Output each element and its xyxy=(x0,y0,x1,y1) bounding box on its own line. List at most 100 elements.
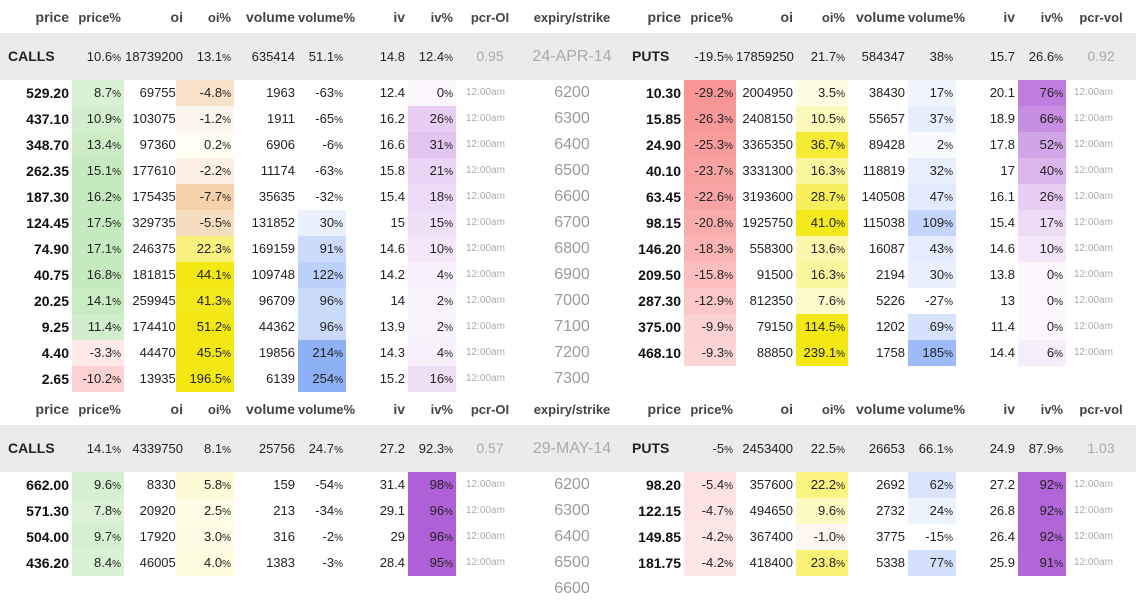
strike-row[interactable]: 9.25 11.4% 1744100 51.2% 44362 96% 13.9 2% 12:00… xyxy=(0,314,1136,340)
call-time: 12:00am xyxy=(466,557,505,568)
percent-sign: % xyxy=(836,53,845,64)
strike-row[interactable]: 348.70 13.4% 973600 0.2% 6906 -6% 16.6 31% 12:00… xyxy=(0,132,1136,158)
put-price: 10.30 xyxy=(645,85,681,101)
put-volume xyxy=(848,576,908,602)
percent-sign: % xyxy=(112,323,121,334)
percent-sign: % xyxy=(222,375,231,386)
call-header-iv-pct: iv% xyxy=(430,10,453,25)
call-oi-pct: 0.2% xyxy=(176,132,234,158)
call-oi-pct xyxy=(176,576,234,602)
call-iv-pct: 10% xyxy=(408,236,456,262)
put-oi-pct: 114.5% xyxy=(796,314,848,340)
calls-summary-oi-pct: 13.1% xyxy=(196,49,231,64)
percent-sign: % xyxy=(724,271,733,282)
strike-row[interactable]: 437.10 10.9% 1030750 -1.2% 1911 -65% 16.2 26% 12… xyxy=(0,106,1136,132)
strike-row[interactable]: 187.30 16.2% 1754350 -7.7% 35635 -32% 15.4 18% 1… xyxy=(0,184,1136,210)
call-time: 12:00am xyxy=(466,139,505,150)
percent-sign: % xyxy=(724,141,733,152)
strike-row[interactable]: 4.40 -3.3% 444700 45.5% 19856 214% 14.3 4% 12:00… xyxy=(0,340,1136,366)
call-header-oi-pct: oi% xyxy=(207,402,231,417)
put-iv: 26.4 xyxy=(989,529,1015,544)
percent-sign: % xyxy=(836,559,845,570)
call-iv: 16.2 xyxy=(379,111,405,126)
percent-sign: % xyxy=(944,53,953,64)
call-oi: 179200 xyxy=(139,529,183,544)
put-iv: 14.4 xyxy=(989,345,1015,360)
strike-row[interactable]: 20.25 14.1% 2599450 41.3% 96709 96% 14 2% 12:00a… xyxy=(0,288,1136,314)
call-volume: 131852 xyxy=(251,215,295,230)
percent-sign: % xyxy=(112,115,121,126)
put-price-pct: -23.7% xyxy=(684,158,736,184)
call-iv: 14.6 xyxy=(379,241,405,256)
percent-sign: % xyxy=(724,349,733,360)
call-price: 262.35 xyxy=(26,163,69,179)
puts-summary-volume-pct: 38% xyxy=(929,49,953,64)
strike-row[interactable]: 504.00 9.7% 179200 3.0% 316 -2% 29 96% 12:00am 64… xyxy=(0,524,1136,550)
put-time: 12:00am xyxy=(1074,557,1113,568)
put-oi-pct xyxy=(796,576,848,602)
call-price: 124.45 xyxy=(26,215,69,231)
call-oi: 460050 xyxy=(139,555,183,570)
puts-summary-iv: 15.7 xyxy=(989,49,1015,64)
strike-price: 7000 xyxy=(554,292,590,309)
call-iv: 29.1 xyxy=(379,503,405,518)
percent-sign: % xyxy=(112,193,121,204)
puts-summary-oi-pct: 21.7% xyxy=(810,49,845,64)
percent-sign: % xyxy=(836,323,845,334)
percent-sign: % xyxy=(444,559,453,570)
call-price-pct: 14.1% xyxy=(72,288,124,314)
strike-row[interactable]: 662.00 9.6% 83300 5.8% 159 -54% 31.4 98% 12:00am… xyxy=(0,472,1136,498)
percent-sign: % xyxy=(444,193,453,204)
puts-summary-oi-pct: 22.5% xyxy=(810,441,845,456)
call-iv-pct: 2% xyxy=(408,288,456,314)
call-oi: 1754350 xyxy=(132,189,183,204)
percent-sign: % xyxy=(222,271,231,282)
percent-sign: % xyxy=(836,349,845,360)
percent-sign: % xyxy=(1054,271,1063,282)
put-header-volume: volume xyxy=(855,9,905,25)
put-header-iv-pct: iv% xyxy=(1040,10,1063,25)
percent-sign: % xyxy=(836,245,845,256)
strike-row[interactable]: 124.45 17.5% 3297350 -5.5% 131852 30% 15 15% 12:… xyxy=(0,210,1136,236)
call-price-pct: 7.8% xyxy=(72,498,124,524)
call-price: 20.25 xyxy=(33,293,69,309)
percent-sign: % xyxy=(334,167,343,178)
strike-row[interactable]: 262.35 15.1% 1776100 -2.2% 11174 -63% 15.8 21% 1… xyxy=(0,158,1136,184)
strike-row[interactable]: 6600 xyxy=(0,576,1136,602)
percent-sign: % xyxy=(944,481,953,492)
strike-row[interactable]: 529.20 8.7% 697550 -4.8% 1963 -63% 12.4 0% 12:00… xyxy=(0,80,1136,106)
put-volume: 3775 xyxy=(876,529,905,544)
percent-sign: % xyxy=(836,219,845,230)
put-iv-pct: 0% xyxy=(1018,314,1066,340)
percent-sign: % xyxy=(944,533,953,544)
strike-price: 7300 xyxy=(554,370,590,387)
percent-sign: % xyxy=(222,323,231,334)
call-volume-pct: -3% xyxy=(298,550,346,576)
strike-row[interactable]: 571.30 7.8% 209200 2.5% 213 -34% 29.1 96% 12:00a… xyxy=(0,498,1136,524)
call-price: 571.30 xyxy=(26,503,69,519)
call-price: 437.10 xyxy=(26,111,69,127)
percent-sign: % xyxy=(944,323,953,334)
percent-sign: % xyxy=(222,141,231,152)
percent-sign: % xyxy=(1054,559,1063,570)
put-iv-pct: 66% xyxy=(1018,106,1066,132)
put-iv-pct: 92% xyxy=(1018,524,1066,550)
strike-row[interactable]: 40.75 16.8% 1818150 44.1% 109748 122% 14.2 4% 12… xyxy=(0,262,1136,288)
put-oi: 3193600 xyxy=(742,189,793,204)
calls-summary-volume-pct: 24.7% xyxy=(308,441,343,456)
put-price-pct: -15.8% xyxy=(684,262,736,288)
call-time: 12:00am xyxy=(466,479,505,490)
put-price: 40.10 xyxy=(645,163,681,179)
put-volume: 1202 xyxy=(876,319,905,334)
strike-price: 6900 xyxy=(554,266,590,283)
percent-sign: % xyxy=(724,89,733,100)
call-oi: 1744100 xyxy=(132,319,183,334)
put-oi: 88850 xyxy=(756,345,793,360)
put-header-oi: oi xyxy=(780,9,793,25)
strike-row[interactable]: 436.20 8.4% 460050 4.0% 1383 -3% 28.4 95% 12:00a… xyxy=(0,550,1136,576)
strike-row[interactable]: 74.90 17.1% 2463750 22.3% 169159 91% 14.6 10% 12… xyxy=(0,236,1136,262)
strike-row[interactable]: 2.65 -10.2% 139350 196.5% 6139 254% 15.2 16% 12:… xyxy=(0,366,1136,392)
put-iv: 20.1 xyxy=(989,85,1015,100)
put-header-oi-pct: oi% xyxy=(821,402,845,417)
